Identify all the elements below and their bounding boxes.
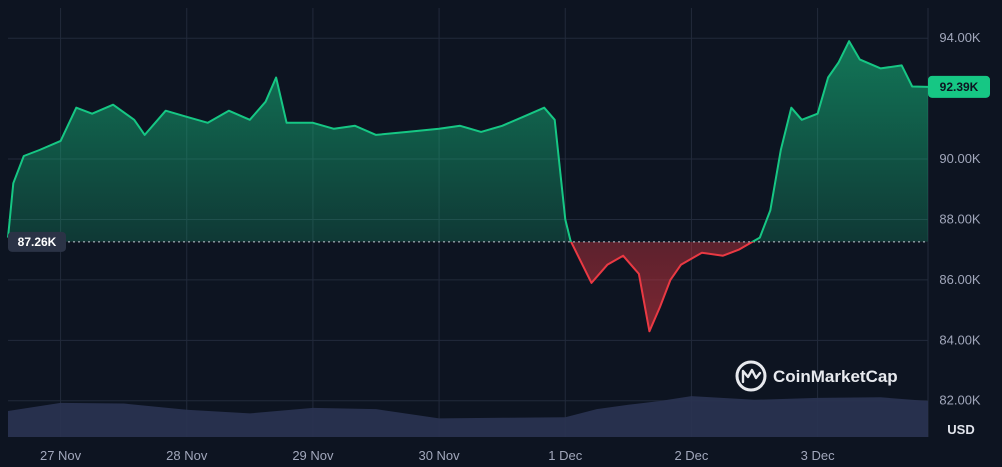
x-tick-label: 2 Dec <box>674 448 708 463</box>
y-tick-label: 82.00K <box>939 393 981 408</box>
y-axis: 82.00K 84.00K 86.00K 88.00K 90.00K 94.00K <box>939 30 981 408</box>
x-tick-label: 29 Nov <box>292 448 334 463</box>
y-tick-label: 90.00K <box>939 151 981 166</box>
y-tick-label: 88.00K <box>939 211 981 226</box>
y-tick-label: 84.00K <box>939 332 981 347</box>
price-area-down <box>571 241 753 332</box>
x-tick-label: 27 Nov <box>40 448 82 463</box>
x-tick-label: 28 Nov <box>166 448 208 463</box>
baseline-badge: 87.26K <box>8 231 66 252</box>
coinmarketcap-logo-icon <box>735 360 767 392</box>
y-tick-label: 86.00K <box>939 272 981 287</box>
x-tick-label: 1 Dec <box>548 448 582 463</box>
coinmarketcap-watermark: CoinMarketCap <box>735 360 898 392</box>
volume-series <box>8 396 928 437</box>
price-line <box>7 40 929 333</box>
y-tick-label: 94.00K <box>939 30 981 45</box>
price-line-up <box>7 40 929 242</box>
price-area <box>8 41 928 332</box>
watermark-text: CoinMarketCap <box>773 367 898 386</box>
price-area-up <box>8 41 928 242</box>
current-price-label: 92.39K <box>940 80 979 94</box>
x-axis: 27 Nov 28 Nov 29 Nov 30 Nov 1 Dec 2 Dec 3 Dec <box>40 448 835 463</box>
currency-unit-label: USD <box>947 422 974 437</box>
x-tick-label: 3 Dec <box>801 448 835 463</box>
baseline-value-label: 87.26K <box>18 235 57 249</box>
x-tick-label: 30 Nov <box>418 448 460 463</box>
current-price-badge: 92.39K <box>928 75 990 98</box>
volume-area <box>8 396 928 437</box>
